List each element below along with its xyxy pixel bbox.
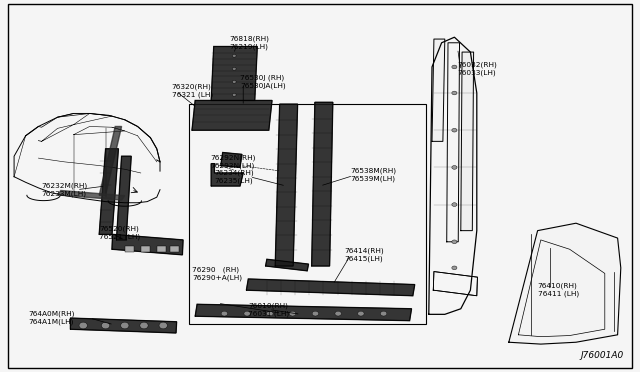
Text: 76530J (RH)
76530JA(LH): 76530J (RH) 76530JA(LH) — [240, 75, 285, 89]
Polygon shape — [266, 259, 308, 271]
Bar — [170, 246, 179, 252]
Ellipse shape — [140, 322, 148, 329]
Ellipse shape — [452, 240, 457, 244]
Ellipse shape — [335, 311, 341, 316]
Text: 76292N(RH)
76293N(LH): 76292N(RH) 76293N(LH) — [210, 155, 255, 169]
Ellipse shape — [102, 322, 110, 329]
Polygon shape — [58, 190, 125, 200]
Ellipse shape — [452, 91, 457, 95]
Bar — [125, 246, 134, 252]
Polygon shape — [211, 46, 257, 100]
Text: 76010(RH)
76031 (LH): 76010(RH) 76031 (LH) — [248, 302, 289, 317]
Text: 76520(RH)
76521 (LH): 76520(RH) 76521 (LH) — [99, 225, 140, 240]
Polygon shape — [221, 153, 242, 167]
Ellipse shape — [452, 65, 457, 69]
Ellipse shape — [232, 80, 236, 83]
Text: 76320(RH)
76321 (LH): 76320(RH) 76321 (LH) — [172, 84, 212, 98]
Ellipse shape — [267, 311, 273, 316]
Ellipse shape — [159, 322, 168, 329]
Text: 76032(RH)
76033(LH): 76032(RH) 76033(LH) — [458, 62, 497, 76]
Ellipse shape — [312, 311, 319, 316]
Text: 76290   (RH)
76290+A(LH): 76290 (RH) 76290+A(LH) — [192, 266, 242, 280]
Polygon shape — [192, 100, 272, 130]
Polygon shape — [112, 234, 183, 255]
Polygon shape — [246, 279, 415, 296]
Text: J76001A0: J76001A0 — [580, 351, 624, 360]
Bar — [189, 104, 426, 324]
Ellipse shape — [221, 311, 228, 316]
Ellipse shape — [244, 311, 250, 316]
Ellipse shape — [452, 128, 457, 132]
Text: 76232M(RH)
76233M(LH): 76232M(RH) 76233M(LH) — [42, 183, 88, 197]
Polygon shape — [99, 126, 122, 195]
Ellipse shape — [289, 311, 296, 316]
Polygon shape — [312, 102, 333, 266]
Ellipse shape — [452, 266, 457, 270]
Bar — [157, 246, 166, 252]
Ellipse shape — [232, 93, 236, 96]
Polygon shape — [211, 164, 243, 186]
Bar — [141, 246, 150, 252]
Ellipse shape — [121, 322, 129, 329]
Ellipse shape — [232, 67, 236, 70]
Polygon shape — [70, 318, 177, 333]
Polygon shape — [195, 304, 412, 321]
Polygon shape — [509, 223, 621, 344]
Polygon shape — [116, 156, 131, 240]
Text: 76414(RH)
76415(LH): 76414(RH) 76415(LH) — [344, 248, 384, 262]
Polygon shape — [99, 149, 118, 234]
Text: 76234(RH)
76235(LH): 76234(RH) 76235(LH) — [214, 170, 254, 184]
Text: 76818(RH)
76219(LH): 76818(RH) 76219(LH) — [229, 36, 269, 50]
Ellipse shape — [232, 54, 236, 57]
Ellipse shape — [79, 322, 87, 329]
Polygon shape — [461, 52, 474, 231]
Text: 76410(RH)
76411 (LH): 76410(RH) 76411 (LH) — [538, 283, 579, 297]
Text: 764A0M(RH)
764A1M(LH): 764A0M(RH) 764A1M(LH) — [29, 311, 76, 325]
Text: 76538M(RH)
76539M(LH): 76538M(RH) 76539M(LH) — [351, 168, 397, 182]
Ellipse shape — [358, 311, 364, 316]
Polygon shape — [275, 104, 298, 266]
Polygon shape — [432, 39, 445, 141]
Ellipse shape — [380, 311, 387, 316]
Ellipse shape — [452, 166, 457, 169]
Ellipse shape — [452, 203, 457, 206]
